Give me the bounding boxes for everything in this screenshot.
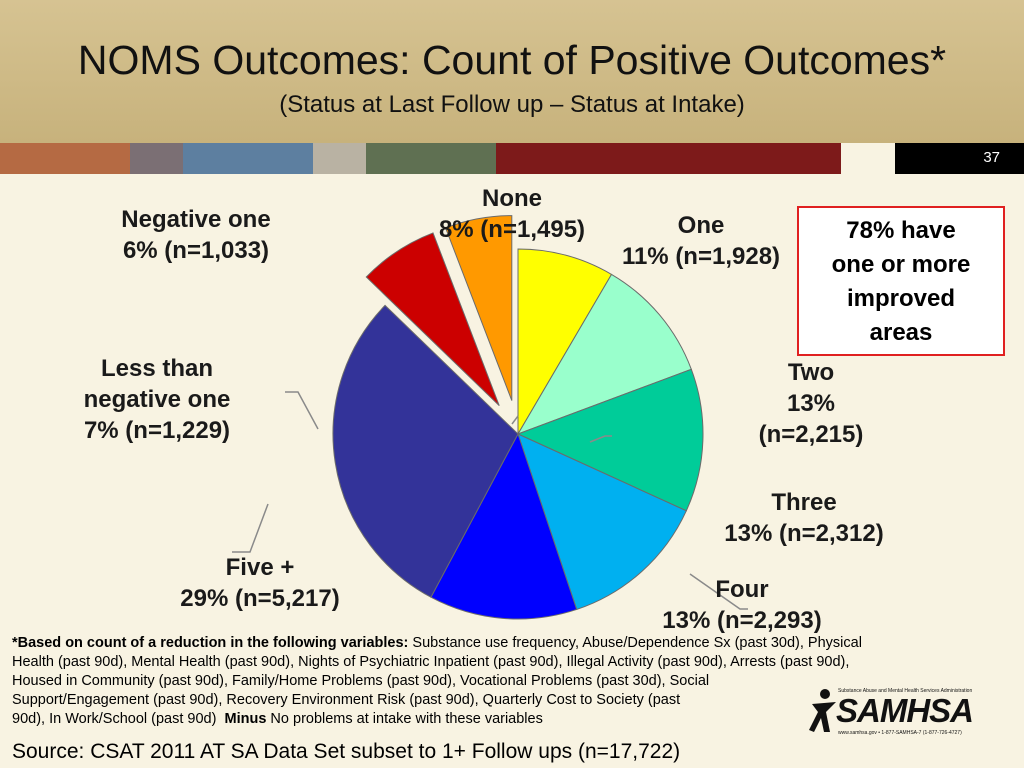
slice-label-none: None 8% (n=1,495)	[418, 183, 606, 245]
slice-label-two: Two 13% (n=2,215)	[748, 357, 874, 450]
slice-name-line: negative one	[83, 386, 231, 413]
footnote-text: 90d), In Work/School (past 90d)	[12, 711, 217, 727]
slice-label-three: Three 13% (n=2,312)	[706, 487, 902, 549]
source-citation: Source: CSAT 2011 AT SA Data Set subset …	[12, 740, 681, 763]
leader-line-none	[511, 415, 519, 425]
callout-line: 78% have	[846, 217, 956, 244]
pie-slice-two	[516, 368, 704, 512]
color-bar-segment	[130, 143, 183, 174]
leader-line-negative-one	[285, 391, 319, 430]
callout-line: one or more	[831, 251, 971, 278]
footnote-minus: Minus	[224, 711, 267, 727]
pie-slice-five-plus	[332, 304, 519, 598]
improvement-callout-box: 78% have one or more improved areas	[797, 206, 1005, 356]
slide-header: NOMS Outcomes: Count of Positive Outcome…	[0, 0, 1024, 143]
slice-name: Five +	[225, 554, 295, 581]
callout-line: areas	[869, 319, 933, 346]
leader-line-less-than	[232, 503, 269, 553]
leader-line-one	[589, 435, 612, 443]
slice-value: 13% (n=2,293)	[662, 607, 822, 634]
slice-value: 7% (n=1,229)	[83, 417, 231, 444]
footnote-text: No problems at intake with these variabl…	[266, 711, 543, 727]
logo-contact: www.samhsa.gov • 1-877-SAMHSA-7 (1-877-7…	[838, 730, 962, 736]
decorative-color-bar	[0, 143, 1024, 174]
pie-slice-four	[430, 432, 578, 620]
slice-label-one: One 11% (n=1,928)	[606, 210, 796, 272]
color-bar-segment	[313, 143, 366, 174]
footnote-line: Support/Engagement (past 90d), Recovery …	[12, 692, 681, 708]
slice-label-negative-one: Negative one 6% (n=1,033)	[104, 204, 288, 266]
slice-value: 8% (n=1,495)	[438, 216, 586, 243]
color-bar-segment	[0, 143, 130, 174]
footnote-bold-intro: *Based on count of a reduction in the fo…	[12, 635, 409, 651]
footnote-line: *Based on count of a reduction in the fo…	[12, 634, 1012, 653]
logo-wordmark: SAMHSA	[836, 692, 974, 729]
footnote-line: Health (past 90d), Mental Health (past 9…	[12, 654, 850, 670]
slide-title: NOMS Outcomes: Count of Positive Outcome…	[77, 37, 947, 83]
pie-slice-none	[517, 248, 613, 436]
slice-value: 29% (n=5,217)	[180, 585, 340, 612]
slide-subtitle: (Status at Last Follow up – Status at In…	[279, 91, 745, 118]
footnote: *Based on count of a reduction in the fo…	[12, 634, 1012, 729]
footnote-line: 90d), In Work/School (past 90d) Minus No…	[12, 710, 1012, 729]
color-bar-segment	[366, 143, 496, 174]
slice-count: (n=2,215)	[758, 421, 864, 448]
slice-value: 11% (n=1,928)	[621, 243, 781, 270]
footnote-line: Housed in Community (past 90d), Family/H…	[12, 673, 710, 689]
color-bar-segment	[496, 143, 841, 174]
slice-name: One	[677, 212, 725, 239]
pie-slice-negative-one	[444, 215, 513, 401]
slice-value: 13% (n=2,312)	[724, 520, 884, 547]
leader-line-two	[689, 573, 748, 610]
color-bar-segment	[183, 143, 313, 174]
pie-chart	[232, 215, 748, 620]
slice-label-less-than-negative-one: Less than negative one 7% (n=1,229)	[66, 353, 248, 446]
slice-value: 13%	[786, 390, 836, 417]
pie-slice-less-than-negative-one	[365, 232, 500, 406]
slice-value: 6% (n=1,033)	[122, 237, 270, 264]
samhsa-logo: Substance Abuse and Mental Health Servic…	[808, 680, 988, 738]
color-bar-segment	[841, 143, 895, 174]
pie-slice-one	[516, 273, 692, 435]
pie-slice-three	[517, 433, 687, 611]
slice-name: Negative one	[121, 206, 271, 233]
footnote-text: Substance use frequency, Abuse/Dependenc…	[408, 635, 862, 651]
slide-number: 37	[895, 143, 1024, 174]
logo-tagline: Substance Abuse and Mental Health Servic…	[838, 688, 973, 694]
callout-line: improved	[846, 285, 956, 312]
person-figure-icon	[809, 689, 836, 732]
slice-label-four: Four 13% (n=2,293)	[644, 574, 840, 636]
slice-name: Three	[771, 489, 837, 516]
slice-name: None	[482, 185, 542, 212]
slice-name: Two	[787, 359, 835, 386]
slice-name-line: Less than	[100, 355, 214, 382]
slice-label-five-plus: Five + 29% (n=5,217)	[160, 552, 360, 614]
slice-name: Four	[715, 576, 769, 603]
